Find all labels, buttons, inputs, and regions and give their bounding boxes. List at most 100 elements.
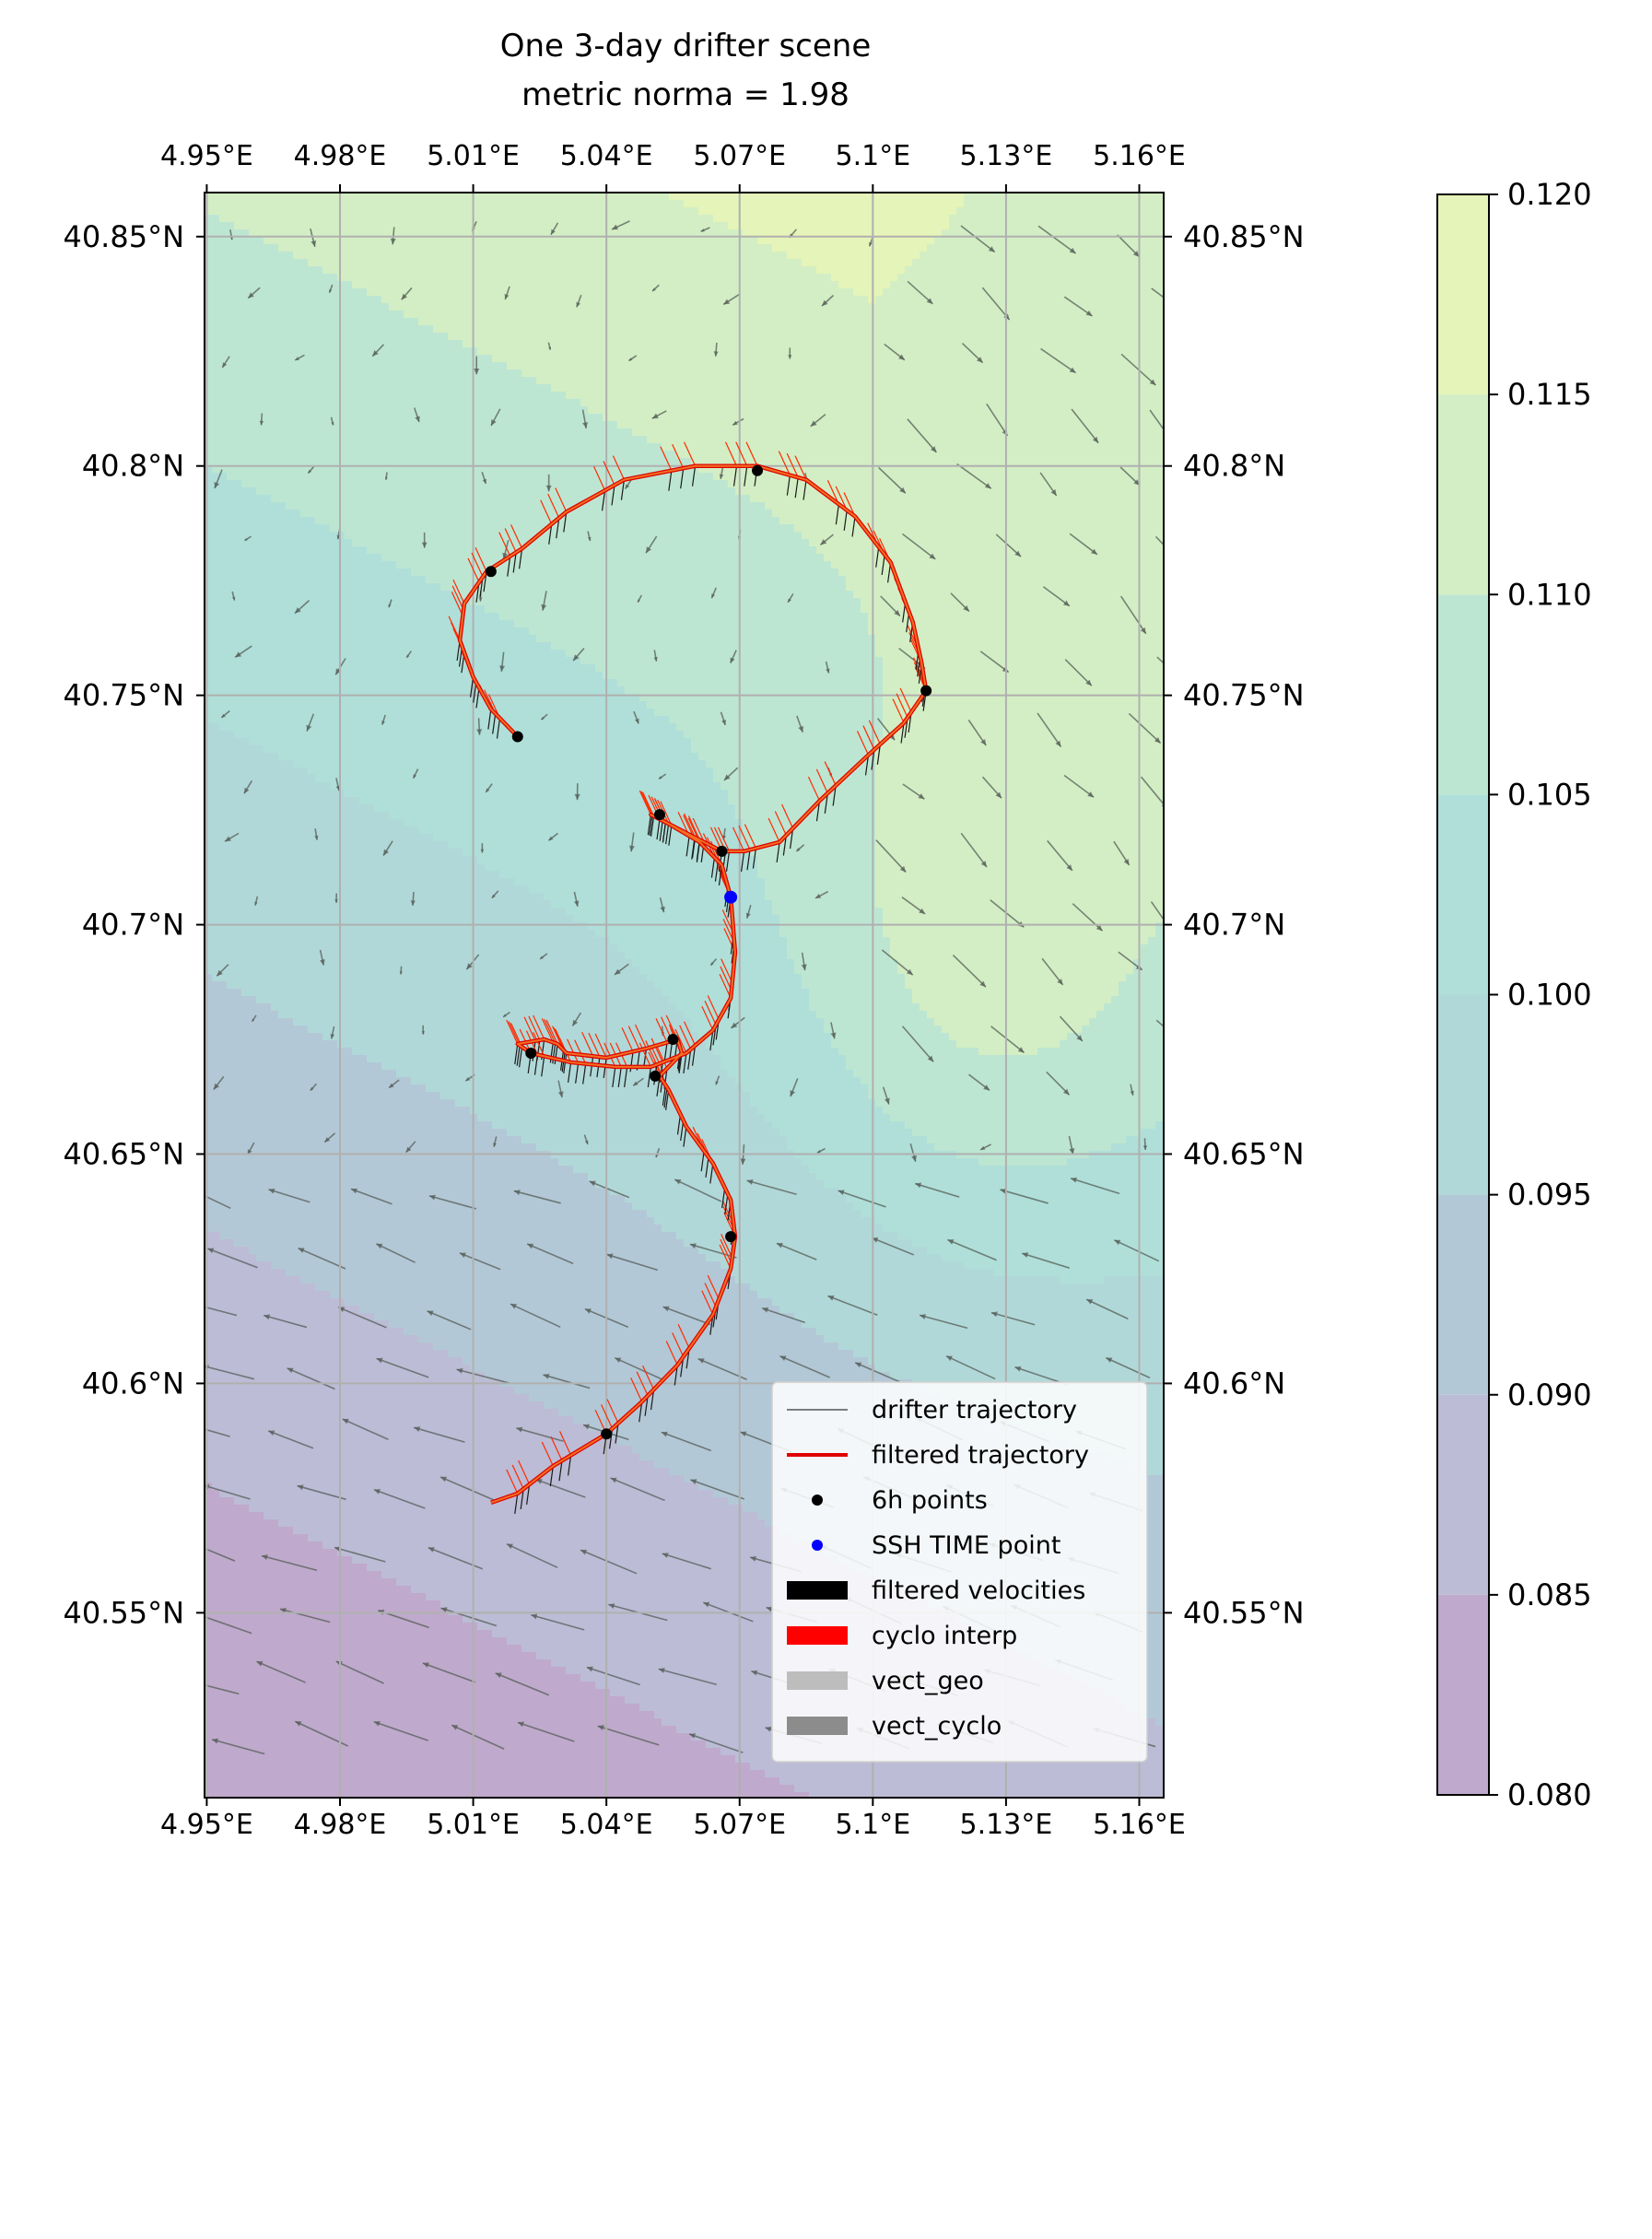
contour-cell (986, 369, 994, 378)
contour-cell (455, 274, 463, 282)
contour-cell (1126, 311, 1134, 319)
contour-cell (529, 193, 537, 201)
contour-cell (521, 414, 530, 422)
contour-cell (639, 406, 648, 415)
contour-cell (971, 421, 979, 429)
contour-cell (595, 436, 603, 444)
contour-cell (986, 303, 994, 311)
contour-cell (595, 193, 603, 201)
contour-cell (492, 200, 500, 208)
contour-cell (647, 281, 655, 289)
contour-cell (861, 207, 869, 216)
contour-cell (521, 333, 530, 341)
contour-cell (647, 451, 655, 459)
contour-cell (750, 200, 758, 208)
contour-cell (971, 333, 979, 341)
contour-cell (536, 414, 545, 422)
contour-cell (920, 414, 928, 422)
contour-cell (861, 436, 869, 444)
contour-cell (757, 384, 766, 393)
contour-cell (838, 451, 847, 459)
contour-cell (794, 193, 803, 201)
contour-cell (684, 296, 692, 304)
contour-cell (632, 325, 640, 334)
contour-cell (662, 281, 670, 289)
contour-cell (227, 421, 235, 429)
contour-cell (300, 443, 309, 451)
contour-cell (404, 193, 412, 201)
contour-cell (765, 369, 773, 378)
contour-cell (698, 384, 707, 393)
contour-cell (308, 473, 316, 481)
contour-cell (949, 340, 957, 348)
contour-cell (404, 252, 412, 260)
contour-cell (750, 325, 758, 334)
contour-cell (897, 281, 906, 289)
contour-cell (920, 399, 928, 407)
contour-cell (927, 340, 935, 348)
contour-cell (1023, 266, 1031, 275)
contour-cell (743, 377, 751, 385)
contour-cell (757, 355, 766, 363)
contour-cell (507, 303, 515, 311)
contour-cell (927, 347, 935, 356)
contour-cell (536, 362, 545, 370)
contour-cell (956, 377, 965, 385)
contour-cell (219, 369, 228, 378)
contour-cell (1104, 237, 1112, 245)
contour-cell (241, 458, 250, 466)
contour-cell (824, 200, 832, 208)
contour-cell (721, 288, 729, 297)
contour-cell (787, 421, 795, 429)
contour-cell (632, 244, 640, 252)
contour-cell (698, 340, 707, 348)
contour-cell (337, 259, 346, 267)
contour-cell (256, 473, 264, 481)
contour-cell (492, 399, 500, 407)
contour-cell (632, 340, 640, 348)
contour-cell (536, 451, 545, 459)
contour-cell (463, 318, 471, 326)
contour-cell (934, 436, 943, 444)
contour-cell (286, 414, 294, 422)
contour-cell (912, 193, 920, 201)
contour-cell (978, 274, 987, 282)
contour-cell (389, 207, 397, 216)
contour-cell (455, 377, 463, 385)
contour-cell (205, 369, 213, 378)
contour-cell (308, 200, 316, 208)
contour-cell (558, 311, 567, 319)
contour-cell (1141, 215, 1149, 223)
contour-cell (639, 200, 648, 208)
contour-cell (448, 451, 456, 459)
contour-cell (779, 244, 788, 252)
contour-cell (426, 421, 434, 429)
contour-cell (322, 377, 331, 385)
contour-cell (625, 399, 633, 407)
contour-cell (286, 303, 294, 311)
contour-cell (440, 318, 449, 326)
contour-cell (1052, 244, 1060, 252)
contour-cell (831, 288, 839, 297)
contour-cell (632, 406, 640, 415)
contour-cell (757, 347, 766, 356)
contour-cell (978, 325, 987, 334)
contour-cell (949, 369, 957, 378)
contour-cell (610, 355, 618, 363)
contour-cell (897, 237, 906, 245)
contour-cell (772, 333, 780, 341)
contour-cell (684, 369, 692, 378)
contour-cell (890, 222, 898, 230)
contour-cell (772, 369, 780, 378)
chart-subtitle: metric norma = 1.98 (521, 76, 849, 113)
contour-cell (846, 237, 854, 245)
contour-cell (853, 193, 861, 201)
contour-cell (1148, 355, 1156, 363)
contour-cell (205, 421, 213, 429)
contour-cell (1030, 207, 1038, 216)
contour-cell (971, 406, 979, 415)
contour-cell (271, 362, 279, 370)
contour-cell (698, 421, 707, 429)
contour-cell (418, 259, 427, 267)
contour-cell (831, 451, 839, 459)
